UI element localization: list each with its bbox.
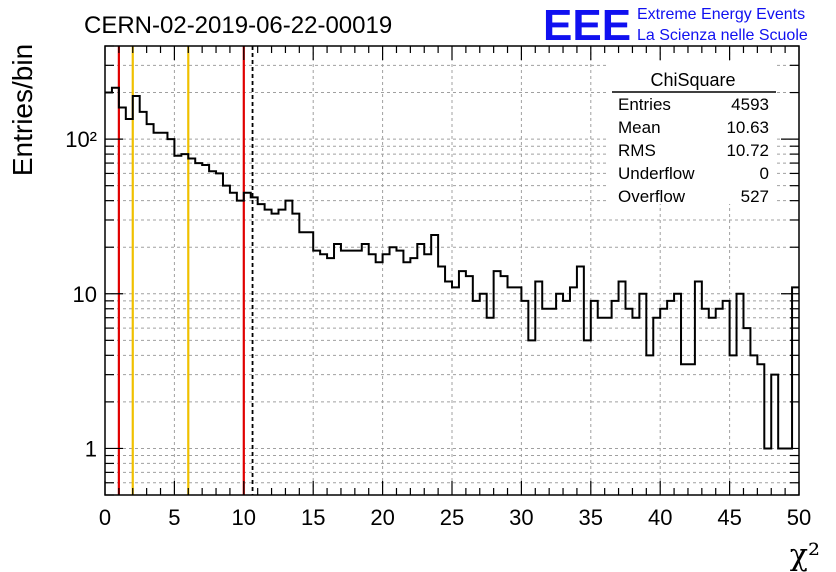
x-tick-label: 35 (579, 505, 603, 530)
stats-label: Underflow (618, 164, 695, 183)
x-tick-label: 0 (99, 505, 111, 530)
x-tick-label: 20 (370, 505, 394, 530)
marker-lines (117, 46, 254, 495)
stats-label: Overflow (618, 187, 686, 206)
histogram-line (105, 86, 799, 450)
eee-logo: EEE Extreme Energy Events La Scienza nel… (543, 1, 808, 50)
x-tick-label: 10 (232, 505, 256, 530)
stats-label: RMS (618, 141, 656, 160)
logo-line-1: Extreme Energy Events (637, 6, 805, 23)
x-tick-label: 50 (787, 505, 811, 530)
logo-line-2: La Scienza nelle Scuole (637, 27, 808, 44)
stats-title: ChiSquare (650, 70, 735, 90)
axes: 0 5 10 15 20 25 30 35 40 45 50 1 10 10² (65, 45, 811, 530)
y-tick-label: 10 (73, 282, 97, 307)
x-axis-label: χ² (790, 538, 820, 572)
x-tick-label: 45 (717, 505, 741, 530)
histogram-series (105, 86, 799, 450)
stats-value: 527 (741, 187, 769, 206)
logo-eee-text: EEE (543, 1, 631, 50)
stats-value: 10.63 (726, 118, 769, 137)
stats-value: 0 (760, 164, 769, 183)
stats-label: Entries (618, 95, 671, 114)
y-tick-label: 10² (65, 127, 97, 152)
stats-value: 10.72 (726, 141, 769, 160)
stats-value: 4593 (731, 95, 769, 114)
stats-label: Mean (618, 118, 661, 137)
x-tick-label: 30 (509, 505, 533, 530)
y-axis-label: Entries/bin (7, 44, 38, 176)
chart-title: CERN-02-2019-06-22-00019 (84, 12, 392, 39)
x-tick-label: 25 (440, 505, 464, 530)
x-tick-label: 5 (168, 505, 180, 530)
stats-box: ChiSquare Entries 4593 Mean 10.63 RMS 10.72 Un… (609, 64, 777, 206)
x-tick-label: 40 (648, 505, 672, 530)
y-tick-label: 1 (85, 436, 97, 461)
x-tick-label: 15 (301, 505, 325, 530)
